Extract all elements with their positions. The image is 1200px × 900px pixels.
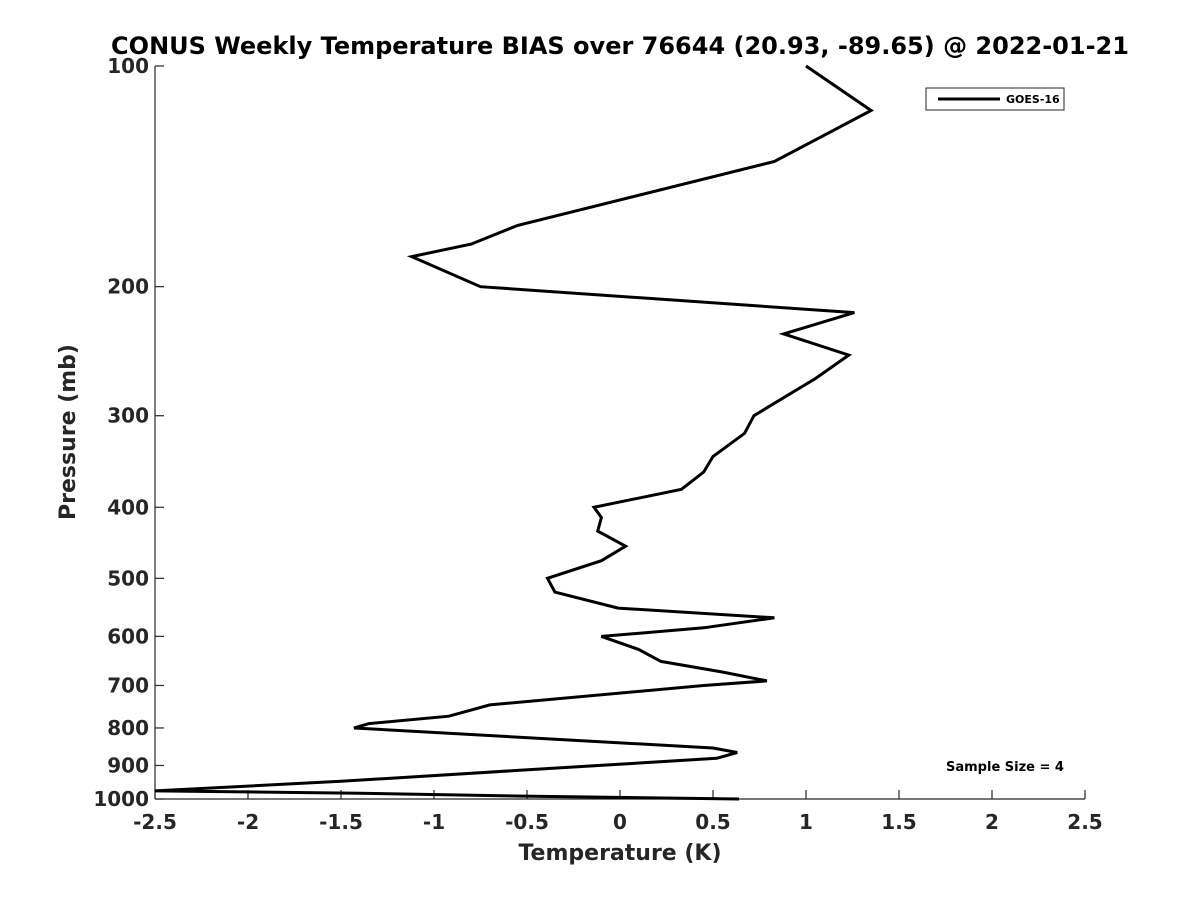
y-tick-label: 900: [107, 753, 149, 777]
y-tick-label: 600: [107, 624, 149, 648]
x-tick-label: 2: [985, 810, 999, 834]
y-tick-label: 200: [107, 275, 149, 299]
x-tick-label: -2.5: [133, 810, 177, 834]
series-line-goes16: [154, 64, 875, 801]
x-axis-ticks: -2.5 -2 -1.5 -1 -0.5 0 0.5 1 1.5 2 2.5: [133, 790, 1103, 834]
x-tick-label: 1: [799, 810, 813, 834]
legend: GOES-16: [925, 87, 1065, 111]
y-tick-label: 300: [107, 404, 149, 428]
x-tick-label: 0.5: [695, 810, 730, 834]
y-axis-label: Pressure (mb): [56, 344, 81, 520]
x-tick-label: 0: [613, 810, 627, 834]
x-tick-label: -2: [237, 810, 259, 834]
sample-size-annotation: Sample Size = 4: [946, 760, 1064, 775]
y-tick-label: 1000: [93, 787, 149, 811]
y-tick-label: 800: [107, 716, 149, 740]
y-tick-label: 100: [107, 54, 149, 78]
x-tick-label: 2.5: [1067, 810, 1102, 834]
y-tick-label: 400: [107, 495, 149, 519]
x-tick-label: -1: [423, 810, 445, 834]
series-layer: [154, 64, 875, 801]
x-tick-label: 1.5: [881, 810, 916, 834]
chart-title: CONUS Weekly Temperature BIAS over 76644…: [111, 32, 1129, 60]
legend-label-goes16: GOES-16: [1006, 93, 1060, 106]
x-tick-label: -1.5: [319, 810, 363, 834]
x-tick-label: -0.5: [505, 810, 549, 834]
y-tick-label: 700: [107, 673, 149, 697]
y-tick-label: 500: [107, 566, 149, 590]
x-axis-label: Temperature (K): [518, 841, 721, 866]
y-axis-ticks: 100 200 300 400 500 600 700 800 900 1000: [93, 54, 164, 811]
